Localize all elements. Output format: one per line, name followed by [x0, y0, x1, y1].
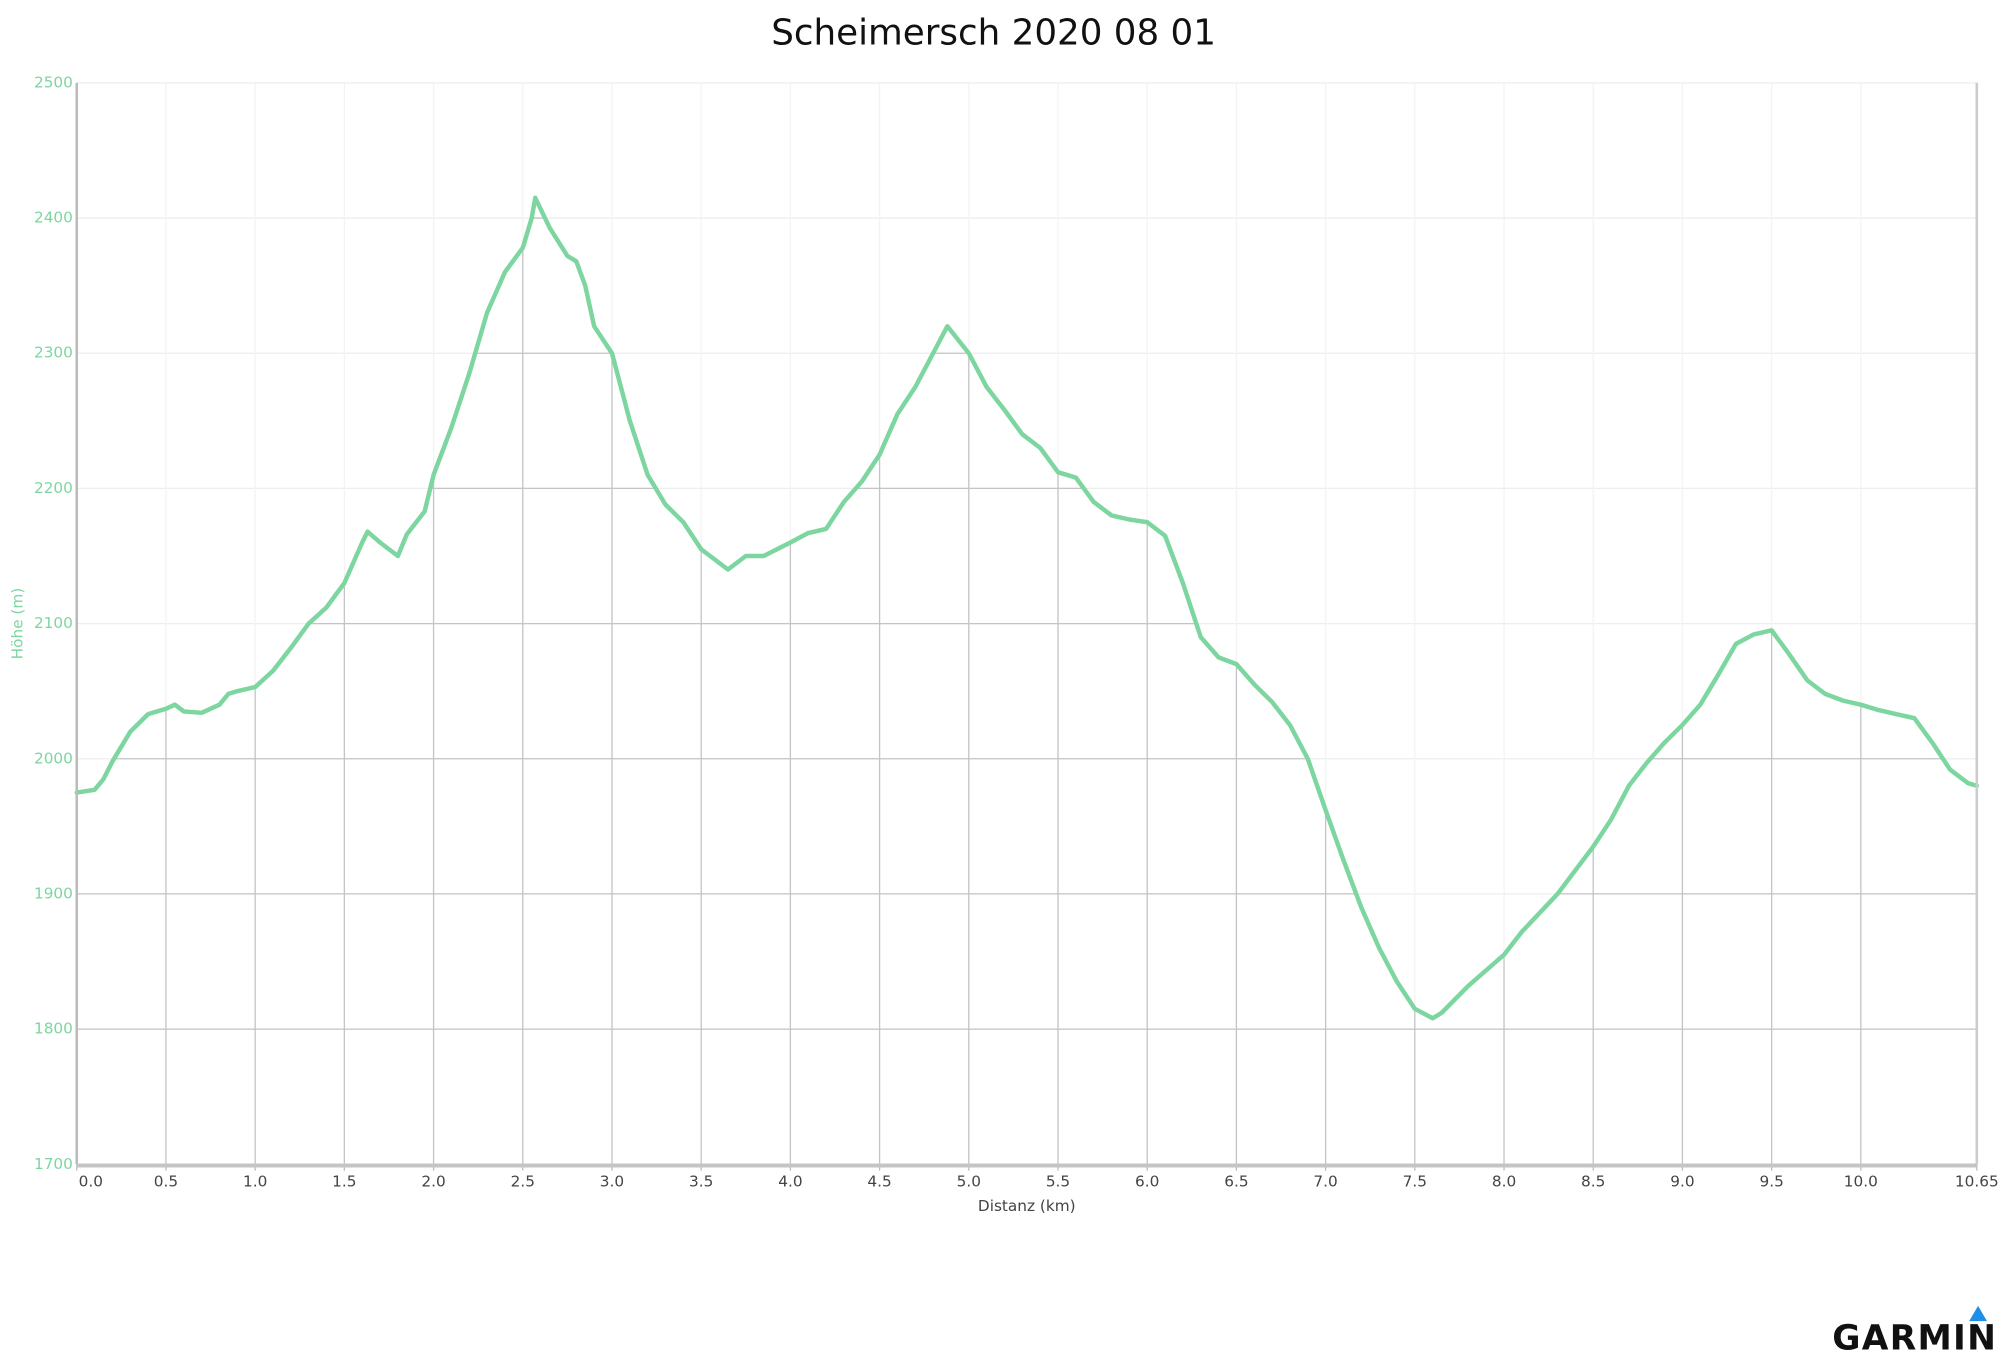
x-tick-label: 1.5: [332, 1173, 356, 1191]
x-tick-label: 0.5: [154, 1173, 178, 1191]
brand-logo: GARMIN: [1832, 1319, 1997, 1353]
y-tick-label: 2300: [34, 344, 73, 362]
x-tick-label: 0.0: [79, 1173, 103, 1191]
x-tick-label: 6.0: [1135, 1173, 1159, 1191]
x-tick-label: 3.0: [600, 1173, 624, 1191]
logo-triangle: [1969, 1305, 1988, 1322]
y-tick-label: 1800: [34, 1020, 73, 1038]
x-tick-label: 9.0: [1670, 1173, 1694, 1191]
x-tick-label: 7.5: [1403, 1173, 1427, 1191]
y-tick-label: 2500: [34, 73, 73, 91]
x-tick-label: 3.5: [689, 1173, 713, 1191]
x-tick-label: 5.5: [1046, 1173, 1070, 1191]
x-tick-label: 10.0: [1844, 1173, 1878, 1191]
x-tick-label: 8.0: [1492, 1173, 1516, 1191]
x-tick-label: 1.0: [243, 1173, 267, 1191]
x-tick-label: 9.5: [1759, 1173, 1783, 1191]
y-tick-label: 2400: [34, 209, 73, 227]
y-tick-label: 2100: [34, 614, 73, 632]
y-tick-label: 2000: [34, 749, 73, 767]
x-tick-label: 2.5: [511, 1173, 535, 1191]
x-tick-label: 4.0: [778, 1173, 802, 1191]
y-axis-label: Höhe (m): [9, 588, 27, 660]
x-tick-label: 7.0: [1313, 1173, 1337, 1191]
x-tick-label: 6.5: [1224, 1173, 1248, 1191]
x-tick-label: 4.5: [867, 1173, 891, 1191]
y-tick-label: 1900: [34, 884, 73, 902]
x-axis-label: Distanz (km): [978, 1197, 1076, 1215]
x-tick-label: 10.65: [1955, 1173, 1999, 1191]
x-tick-label: 8.5: [1581, 1173, 1605, 1191]
x-tick-label: 5.0: [957, 1173, 981, 1191]
elevation-line: [74, 195, 1980, 1021]
y-tick-label: 1700: [34, 1155, 73, 1173]
chart-title: Scheimersch 2020 08 01: [771, 12, 1216, 53]
y-tick-label: 2200: [34, 479, 73, 497]
x-tick-label: 2.0: [421, 1173, 445, 1191]
